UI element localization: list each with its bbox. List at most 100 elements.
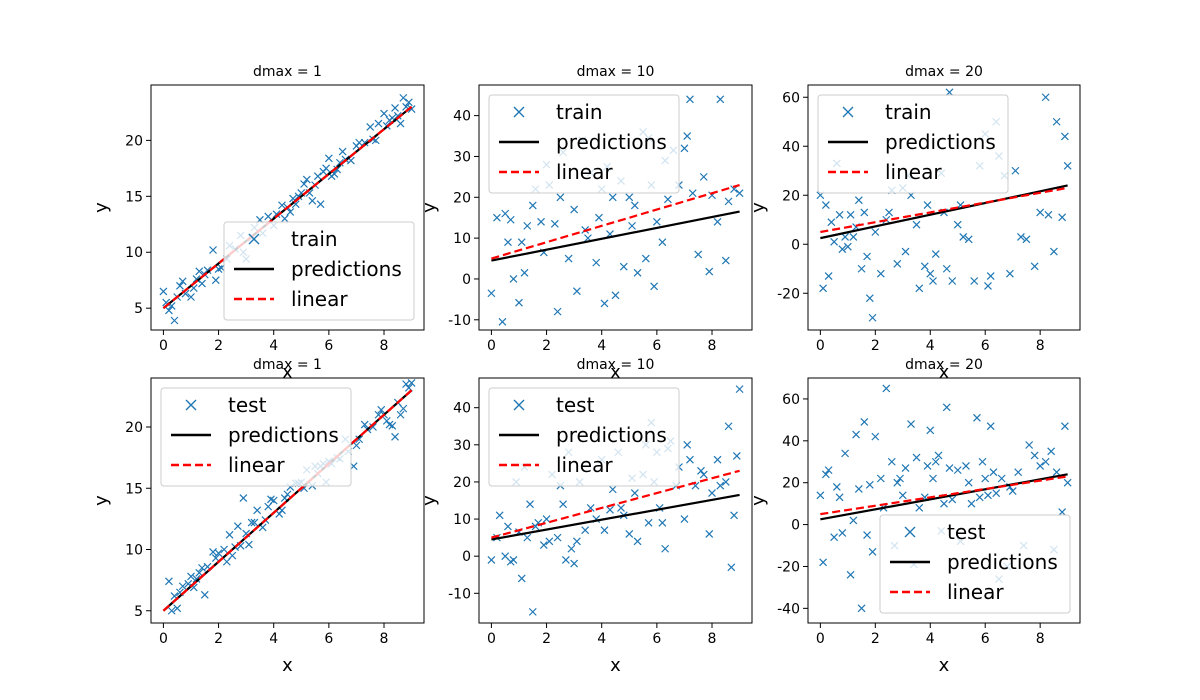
train-point [1060,132,1069,141]
test-point [898,491,907,500]
train-point [1030,262,1039,271]
plot-area [162,378,416,615]
test-point [838,529,847,537]
train-point [841,232,850,241]
legend-box [488,387,680,487]
test-point [978,457,987,466]
train-point [876,269,885,278]
train-point [407,105,416,113]
predictions-line [491,493,740,541]
train-point [523,221,532,230]
test-point [882,384,891,393]
x-tick-label: 6 [981,338,990,354]
test-point [923,462,932,470]
linear-line [162,105,413,310]
test-point [901,464,910,472]
legend: train predictions linear [488,94,680,194]
train-point [680,144,689,153]
x-tick-label: 4 [597,338,606,354]
test-point [975,493,984,502]
test-point [267,495,275,504]
train-point [630,201,639,210]
panel-title: dmax = 1 [253,64,322,80]
y-tick-label: 30 [453,438,471,454]
train-point [203,266,212,275]
test-point [275,510,284,518]
test-point [708,489,716,498]
test-point [283,490,292,499]
x-tick-label: 2 [214,631,223,647]
linear-line [820,186,1068,234]
x-axis-label: x [939,362,950,383]
test-point [713,455,722,464]
train-point [1041,93,1050,102]
test-point [487,555,496,564]
test-point [586,503,595,512]
test-point [934,451,943,460]
y-tick-label: 60 [782,90,800,106]
legend-box [817,94,1009,194]
train-point [683,132,692,140]
axes-frame [807,84,1081,331]
legend: train predictions linear [223,221,415,321]
test-point [523,533,532,542]
legend-marker-test [904,526,916,538]
train-point [492,213,501,222]
test-point [539,541,548,549]
test-point [887,457,896,466]
x-tick-label: 6 [981,631,990,647]
test-point [724,422,733,431]
train-point [964,235,973,244]
test-point [940,499,948,508]
y-axis-label: y [419,495,440,506]
train-point [595,213,603,222]
axes-frame [478,377,753,624]
legend-label-train: train [885,100,932,124]
test-point [821,470,830,479]
test-point [964,478,973,487]
y-tick-label: 5 [134,301,143,317]
train-point [333,165,342,174]
train-point [931,250,940,258]
x-axis-label: x [939,655,950,676]
train-point [824,272,833,281]
legend-marker-train [842,106,854,118]
y-tick-label: 40 [453,401,471,417]
x-tick-label: 2 [214,338,223,354]
train-point [1058,213,1067,222]
test-point [816,491,825,500]
test-point [865,480,874,489]
test-point [355,435,364,444]
test-point [852,430,861,439]
y-tick-label: 15 [125,189,143,205]
test-point [608,485,617,494]
y-tick-label: -40 [777,601,800,617]
test-point [526,500,534,509]
legend-label-train: train [556,100,603,124]
train-point [721,256,730,265]
x-tick-label: 0 [816,631,825,647]
train-point [625,193,634,202]
train-point [920,262,929,271]
train-point [959,232,968,241]
train-point [619,262,628,271]
train-point [694,250,703,259]
train-point [611,291,620,300]
test-point [942,403,951,412]
train-point [380,109,388,118]
x-tick-label: 2 [871,631,880,647]
train-point [857,264,866,273]
test-point [997,474,1006,483]
train-point [724,197,733,206]
test-point [187,572,195,581]
x-tick-label: 4 [269,631,278,647]
test-point [857,604,866,613]
train-point [893,259,902,268]
test-point [1060,422,1069,431]
legend-label-test: test [947,520,986,544]
train-point [926,269,935,278]
train-point [860,208,869,217]
test-point [559,500,568,509]
test-point [973,413,981,422]
x-tick-label: 2 [542,338,551,354]
